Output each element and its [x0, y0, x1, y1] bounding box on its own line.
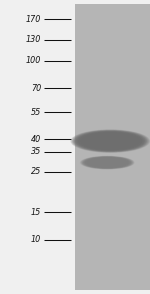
- Ellipse shape: [74, 131, 146, 152]
- Text: 170: 170: [26, 15, 41, 24]
- Ellipse shape: [76, 131, 144, 151]
- Ellipse shape: [80, 156, 135, 169]
- Text: 55: 55: [31, 108, 41, 117]
- Ellipse shape: [79, 132, 142, 150]
- Text: 70: 70: [31, 84, 41, 93]
- Ellipse shape: [82, 156, 133, 169]
- Ellipse shape: [81, 156, 134, 169]
- Ellipse shape: [84, 157, 130, 168]
- Text: 40: 40: [31, 135, 41, 143]
- Text: 10: 10: [31, 235, 41, 244]
- Ellipse shape: [90, 158, 124, 167]
- Ellipse shape: [85, 134, 135, 148]
- Ellipse shape: [89, 158, 125, 167]
- Ellipse shape: [86, 134, 134, 148]
- Ellipse shape: [80, 132, 141, 150]
- Ellipse shape: [75, 131, 146, 151]
- Ellipse shape: [81, 156, 133, 169]
- Ellipse shape: [81, 132, 140, 150]
- Ellipse shape: [83, 156, 131, 169]
- Ellipse shape: [71, 130, 149, 153]
- Ellipse shape: [89, 158, 126, 167]
- Ellipse shape: [86, 157, 129, 168]
- Ellipse shape: [82, 133, 139, 150]
- Ellipse shape: [73, 130, 147, 152]
- Ellipse shape: [83, 133, 137, 149]
- Ellipse shape: [85, 157, 130, 168]
- Ellipse shape: [88, 158, 126, 167]
- Ellipse shape: [82, 133, 138, 149]
- Text: 100: 100: [26, 56, 41, 65]
- Ellipse shape: [87, 158, 128, 168]
- Ellipse shape: [84, 157, 131, 168]
- Ellipse shape: [70, 129, 150, 153]
- Ellipse shape: [88, 158, 127, 168]
- Bar: [0, 4, 75, 290]
- Ellipse shape: [72, 130, 148, 152]
- Text: 25: 25: [31, 168, 41, 176]
- Bar: [75, 4, 150, 290]
- Ellipse shape: [77, 131, 144, 151]
- Ellipse shape: [78, 132, 143, 151]
- Ellipse shape: [84, 133, 136, 149]
- Ellipse shape: [86, 157, 128, 168]
- Ellipse shape: [91, 158, 124, 167]
- Text: 15: 15: [31, 208, 41, 217]
- Text: 35: 35: [31, 148, 41, 156]
- Text: 130: 130: [26, 35, 41, 44]
- Ellipse shape: [82, 156, 132, 169]
